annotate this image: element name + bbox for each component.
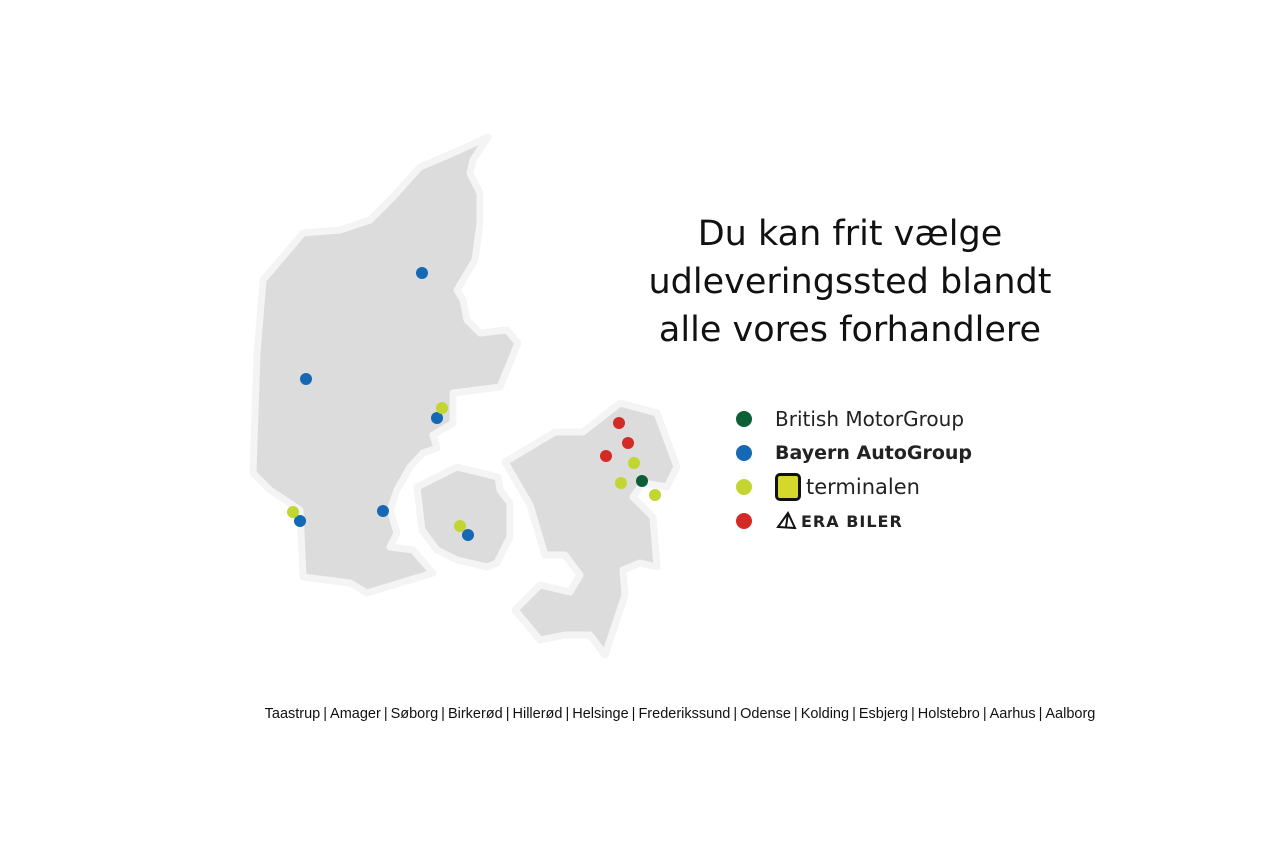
separator: | bbox=[323, 706, 328, 722]
separator: | bbox=[441, 706, 445, 722]
city-name: Helsinge bbox=[572, 706, 629, 722]
dealer-location-marker bbox=[454, 520, 466, 532]
dealer-location-marker bbox=[622, 437, 634, 449]
separator: | bbox=[1038, 706, 1043, 722]
city-name: Frederikssund bbox=[638, 706, 731, 722]
dealer-location-marker bbox=[416, 267, 428, 279]
dealer-location-marker bbox=[615, 477, 627, 489]
legend-item-terminalen: terminalen bbox=[736, 470, 972, 504]
dealer-location-marker bbox=[649, 489, 661, 501]
city-name: Esbjerg bbox=[858, 706, 909, 722]
separator: | bbox=[733, 706, 738, 722]
dealer-location-marker bbox=[300, 373, 312, 385]
dealer-location-marker bbox=[636, 475, 648, 487]
city-name: Søborg bbox=[390, 706, 439, 722]
separator: | bbox=[505, 706, 510, 722]
separator: | bbox=[565, 706, 570, 722]
dealer-location-marker bbox=[613, 417, 625, 429]
headline: Du kan frit vælge udleveringssted blandt… bbox=[620, 210, 1080, 354]
separator: | bbox=[982, 706, 987, 722]
separator: | bbox=[631, 706, 636, 722]
city-name: Amager bbox=[330, 706, 381, 722]
dealer-location-marker bbox=[294, 515, 306, 527]
legend-item-era-biler: ERA BILER bbox=[736, 504, 972, 538]
city-name: Taastrup bbox=[264, 706, 321, 722]
dealer-location-marker bbox=[600, 450, 612, 462]
legend-item-british-motorgroup: British MotorGroup bbox=[736, 402, 972, 436]
region-jylland bbox=[249, 133, 522, 597]
dealer-location-marker bbox=[287, 506, 299, 518]
legend-label: terminalen bbox=[806, 475, 920, 499]
region-sjælland bbox=[501, 399, 681, 659]
legend-item-bayern-autogroup: Bayern AutoGroup bbox=[736, 436, 972, 470]
city-name: Aarhus bbox=[989, 706, 1036, 722]
headline-line-2: udleveringssted blandt bbox=[648, 262, 1052, 302]
city-name: Kolding bbox=[800, 706, 850, 722]
dealer-location-marker bbox=[377, 505, 389, 517]
green-dot-icon bbox=[736, 411, 752, 427]
separator: | bbox=[911, 706, 915, 722]
dealer-location-marker bbox=[436, 402, 448, 414]
dealer-location-marker bbox=[462, 529, 474, 541]
legend-label: British MotorGroup bbox=[775, 407, 965, 431]
terminalen-logo-icon bbox=[775, 473, 801, 501]
city-list: Taastrup | Amager | Søborg | Birkerød | Hillerød… bbox=[0, 706, 1280, 722]
separator: | bbox=[852, 706, 856, 722]
lime-dot-icon bbox=[736, 479, 752, 495]
red-dot-icon bbox=[736, 513, 752, 529]
headline-line-1: Du kan frit vælge bbox=[697, 214, 1003, 254]
legend-label: ERA BILER bbox=[801, 511, 903, 531]
region-fyn bbox=[413, 463, 514, 571]
city-name: Holstebro bbox=[917, 706, 980, 722]
blue-dot-icon bbox=[736, 445, 752, 461]
separator: | bbox=[383, 706, 388, 722]
headline-line-3: alle vores forhandlere bbox=[658, 310, 1042, 350]
dealer-legend: British MotorGroup Bayern AutoGroup term… bbox=[736, 402, 972, 538]
city-name: Hillerød bbox=[512, 706, 563, 722]
era-triangle-logo-icon bbox=[776, 511, 797, 530]
legend-label: Bayern AutoGroup bbox=[775, 442, 973, 464]
city-name: Birkerød bbox=[447, 706, 503, 722]
separator: | bbox=[793, 706, 798, 722]
dealer-location-marker bbox=[628, 457, 640, 469]
city-name: Odense bbox=[740, 706, 791, 722]
city-name: Aalborg bbox=[1045, 706, 1096, 722]
dealer-location-marker bbox=[431, 412, 443, 424]
